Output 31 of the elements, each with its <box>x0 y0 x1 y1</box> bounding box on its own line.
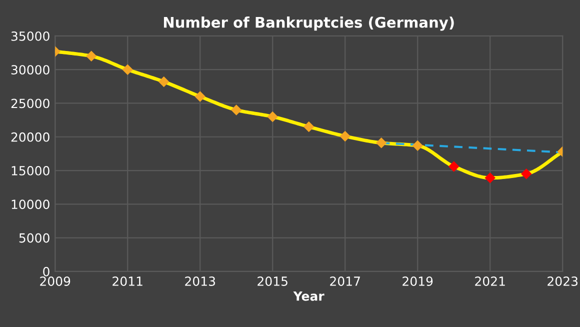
x-tick-label: 2015 <box>258 276 288 286</box>
x-axis-title: Year <box>293 292 324 301</box>
point <box>376 138 387 148</box>
x-tick-label: 2023 <box>548 276 578 286</box>
point <box>484 172 496 184</box>
y-tick-label: 15000 <box>12 166 50 176</box>
y-tick-label: 25000 <box>11 98 50 108</box>
point <box>230 104 242 116</box>
point <box>303 121 314 132</box>
chart-title: Number of Bankruptcies (Germany) <box>164 16 454 31</box>
y-tick-label: 0 <box>43 266 50 276</box>
point <box>448 161 460 172</box>
point <box>340 130 350 142</box>
point <box>412 140 423 151</box>
x-tick-label: 2013 <box>185 276 216 286</box>
point <box>267 111 278 122</box>
x-tick-label: 2019 <box>402 276 433 286</box>
point <box>122 64 133 75</box>
y-tick-label: 30000 <box>11 65 50 75</box>
y-tick-label: 10000 <box>12 200 50 210</box>
y-tick-label: 35000 <box>11 31 50 41</box>
x-tick-label: 2009 <box>40 276 70 286</box>
point <box>194 91 206 102</box>
y-tick-label: 5000 <box>19 233 50 243</box>
x-tick-label: 2021 <box>475 276 505 286</box>
point <box>86 50 97 62</box>
x-tick-label: 2017 <box>330 276 360 286</box>
point <box>158 76 170 88</box>
point <box>520 168 532 180</box>
y-tick-label: 20000 <box>11 132 50 142</box>
x-tick-label: 2011 <box>112 276 142 286</box>
